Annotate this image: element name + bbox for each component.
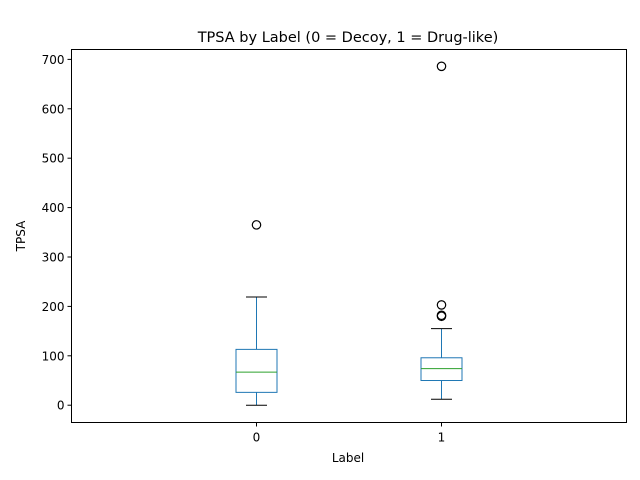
- outlier-point: [436, 61, 447, 72]
- y-axis-label: TPSA: [14, 220, 28, 252]
- x-tick-label: 1: [438, 431, 446, 445]
- x-axis-label: Label: [332, 451, 364, 465]
- y-tick-label: 600: [42, 102, 65, 116]
- y-tick-label: 0: [57, 399, 65, 413]
- y-tick-label: 700: [42, 53, 65, 67]
- x-tick-label: 0: [253, 431, 261, 445]
- outlier-point: [251, 220, 262, 230]
- y-tick-label: 500: [42, 152, 65, 166]
- outlier-point: [436, 310, 447, 321]
- y-tick-label: 400: [42, 201, 65, 215]
- box-iqr: [235, 348, 278, 393]
- plot-area: 0 100 200 300 400 500 600 700 0 1: [42, 53, 463, 445]
- y-tick-label: 300: [42, 250, 65, 264]
- y-tick-label: 200: [42, 300, 65, 314]
- y-tick-label: 100: [42, 349, 65, 363]
- axes-frame: [71, 49, 627, 423]
- outlier-point: [436, 300, 447, 310]
- chart-title: TPSA by Label (0 = Decoy, 1 = Drug-like): [197, 30, 499, 46]
